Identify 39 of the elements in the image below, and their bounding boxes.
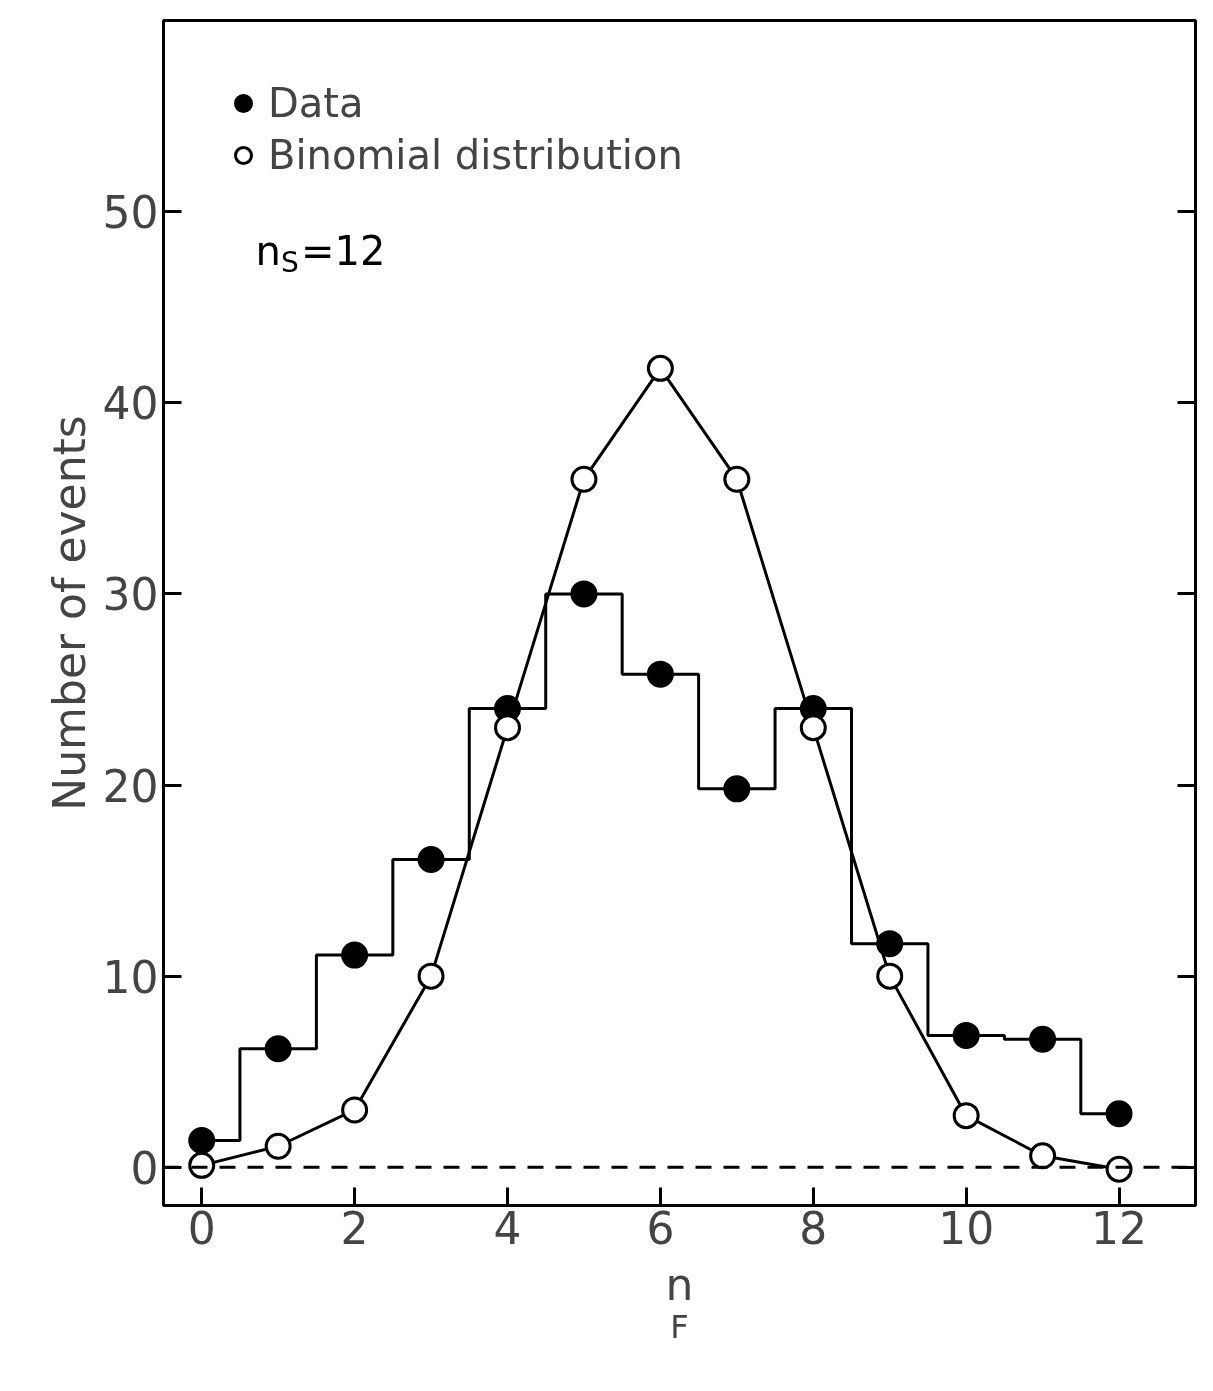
x-axis-title: nF bbox=[665, 1258, 694, 1346]
x-tick-label: 0 bbox=[187, 1202, 216, 1254]
point bbox=[264, 1035, 292, 1063]
point bbox=[417, 846, 445, 874]
point bbox=[494, 714, 521, 742]
point bbox=[417, 962, 445, 990]
legend-label: Data bbox=[268, 80, 364, 126]
point bbox=[952, 1102, 980, 1130]
point bbox=[723, 775, 751, 803]
legend-label: Binomial distribution bbox=[268, 132, 683, 178]
point bbox=[264, 1132, 292, 1160]
point bbox=[570, 580, 598, 608]
point bbox=[1105, 1100, 1133, 1128]
y-tick-label: 10 bbox=[102, 951, 159, 1003]
point bbox=[1029, 1142, 1057, 1170]
y-tick-label: 0 bbox=[130, 1142, 159, 1194]
x-tick-label: 12 bbox=[1091, 1202, 1148, 1254]
point bbox=[952, 1021, 980, 1049]
x-tick-label: 2 bbox=[340, 1202, 369, 1254]
point bbox=[723, 465, 751, 493]
y-tick-label: 40 bbox=[102, 378, 159, 430]
point bbox=[1029, 1025, 1057, 1053]
y-tick-label: 50 bbox=[102, 187, 159, 239]
y-tick-label: 30 bbox=[102, 569, 159, 621]
x-tick-label: 4 bbox=[493, 1202, 522, 1254]
point bbox=[341, 941, 369, 969]
point bbox=[876, 962, 904, 990]
x-tick-label: 6 bbox=[646, 1202, 675, 1254]
point bbox=[799, 714, 827, 742]
y-axis-title: Number of events bbox=[43, 415, 95, 811]
point bbox=[646, 354, 674, 382]
point bbox=[188, 1127, 216, 1154]
y-tick-label: 20 bbox=[102, 760, 159, 812]
x-tick-label: 8 bbox=[799, 1202, 828, 1254]
x-tick-label: 10 bbox=[938, 1202, 995, 1254]
point bbox=[341, 1096, 369, 1124]
point bbox=[646, 660, 674, 688]
point bbox=[570, 465, 598, 493]
point bbox=[876, 930, 904, 958]
